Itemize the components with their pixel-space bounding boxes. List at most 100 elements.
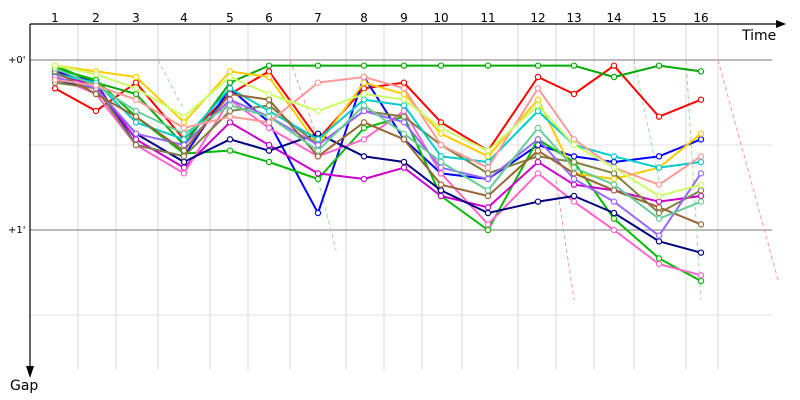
series-14-point-5 [226, 113, 234, 120]
series-1-point-2 [92, 107, 100, 115]
series-12-point-11 [484, 192, 492, 200]
series-9-point-6 [265, 102, 273, 109]
series-5-point-12 [534, 158, 542, 166]
series-14-line [54, 76, 702, 186]
series-14-point-11 [484, 164, 492, 171]
series-9-point-15 [655, 209, 663, 217]
series-10-point-6 [265, 107, 273, 115]
series-1-point-6 [265, 68, 273, 75]
series-15-point-3 [132, 85, 140, 92]
series-15-point-4 [180, 113, 188, 120]
series-2-point-10 [437, 62, 445, 69]
series-1-line [54, 64, 702, 152]
series-8-point-5 [226, 68, 234, 75]
series-9-point-11 [484, 170, 492, 177]
series-1-point-13 [570, 90, 578, 98]
series-6-point-14 [610, 226, 618, 234]
series-15-point-12 [534, 102, 542, 109]
series-13 [51, 65, 705, 222]
series-7-point-14 [610, 209, 618, 217]
series-2-point-15 [655, 62, 663, 69]
series-2-point-16 [697, 68, 705, 75]
lap-label-5: 5 [226, 11, 234, 25]
series-9-point-5 [226, 107, 234, 115]
series-15-point-7 [314, 107, 322, 115]
series-7-point-9 [400, 158, 408, 166]
series-12-point-10 [437, 181, 445, 188]
series-6 [51, 73, 705, 279]
series-12-point-14 [610, 187, 618, 194]
series-2-point-14 [610, 73, 618, 81]
series-2-line [54, 64, 702, 146]
series-layer [51, 62, 705, 285]
series-15-point-14 [610, 164, 618, 171]
series-12-point-13 [570, 170, 578, 177]
series-1-point-16 [697, 96, 705, 103]
series-13-point-6 [265, 113, 273, 120]
series-11-point-12 [534, 136, 542, 143]
series-11-point-4 [180, 141, 188, 149]
series-13-point-5 [226, 102, 234, 109]
dashed-guide-1 [157, 59, 185, 111]
series-2-point-7 [314, 62, 322, 69]
series-2-point-9 [400, 62, 408, 69]
series-9-point-16 [697, 187, 705, 194]
series-1-point-10 [437, 119, 445, 126]
dashed-guide-6 [717, 59, 779, 281]
series-9-point-9 [400, 113, 408, 120]
series-10-point-4 [180, 136, 188, 143]
series-7-point-6 [265, 147, 273, 154]
series-14-point-7 [314, 79, 322, 86]
series-13-point-3 [132, 107, 140, 115]
series-5-point-7 [314, 170, 322, 177]
series-11-point-5 [226, 96, 234, 103]
series-7-point-12 [534, 198, 542, 205]
series-5 [51, 70, 705, 211]
series-15 [51, 62, 705, 200]
series-12-point-12 [534, 147, 542, 154]
series-2-point-13 [570, 62, 578, 69]
series-6-point-12 [534, 170, 542, 177]
series-15-point-5 [226, 73, 234, 81]
lap-label-11: 11 [480, 11, 495, 25]
series-13-point-15 [655, 215, 663, 222]
series-10-point-10 [437, 153, 445, 160]
series-14-point-4 [180, 124, 188, 132]
series-3-point-13 [570, 153, 578, 160]
series-13-point-10 [437, 158, 445, 166]
lap-label-14: 14 [606, 11, 621, 25]
series-14 [51, 73, 705, 188]
series-11-point-9 [400, 119, 408, 126]
series-4-point-16 [697, 277, 705, 285]
series-13-point-13 [570, 164, 578, 171]
series-1-point-12 [534, 73, 542, 81]
series-11-point-11 [484, 175, 492, 183]
series-11 [51, 73, 705, 239]
series-14-point-1 [51, 76, 59, 84]
series-14-point-15 [655, 181, 663, 188]
lap-label-7: 7 [314, 11, 322, 25]
lap-label-10: 10 [433, 11, 448, 25]
series-4-point-5 [226, 147, 234, 154]
series-12-point-5 [226, 90, 234, 98]
series-2 [51, 62, 705, 149]
dashed-guide-2 [289, 59, 319, 141]
series-7-point-8 [360, 153, 368, 160]
series-9-line [54, 81, 702, 214]
series-14-point-9 [400, 85, 408, 92]
series-12-point-7 [314, 153, 322, 160]
series-5-point-9 [400, 164, 408, 171]
series-12-point-16 [697, 221, 705, 228]
series-10-point-3 [132, 119, 140, 126]
series-6-point-8 [360, 136, 368, 143]
series-4-point-11 [484, 226, 492, 234]
series-11-line [54, 76, 702, 237]
series-10-point-5 [226, 85, 234, 92]
series-10-point-16 [697, 158, 705, 166]
axes [26, 20, 786, 378]
lap-label-15: 15 [651, 11, 666, 25]
series-12-point-6 [265, 96, 273, 103]
dashed-guide-lines [157, 59, 779, 301]
series-2-point-6 [265, 62, 273, 69]
